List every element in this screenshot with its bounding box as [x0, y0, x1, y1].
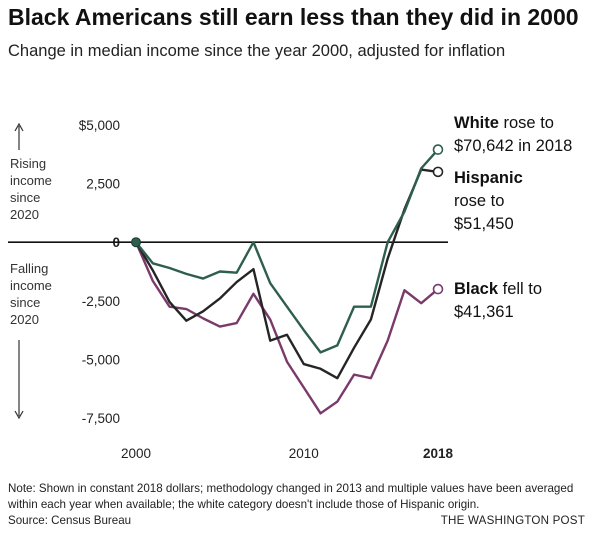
hispanic-annotation-name: Hispanic	[454, 169, 523, 187]
chart-note: Note: Shown in constant 2018 dollars; me…	[8, 482, 574, 511]
down-arrowhead-icon	[14, 410, 24, 420]
series-line-black	[134, 241, 439, 415]
black-annotation-name: Black	[454, 280, 499, 298]
x-tick-label: 2018	[423, 446, 454, 461]
white-annotation-value: $70,642 in 2018	[454, 137, 573, 155]
y-tick-label: -5,000	[82, 352, 120, 367]
y-tick-label: $5,000	[79, 118, 120, 133]
start-point-marker	[131, 237, 141, 248]
white-annotation-text: rose to	[498, 114, 554, 132]
end-point-hispanic	[432, 166, 444, 178]
publisher-credit: THE WASHINGTON POST	[440, 514, 585, 527]
white-annotation-name: White	[454, 114, 499, 132]
rising-income-label: Rising income since 2020	[10, 156, 52, 222]
up-arrowhead-icon	[14, 122, 24, 132]
y-tick-label: -2,500	[82, 294, 120, 309]
series-line-white	[135, 148, 439, 354]
falling-income-label: Falling income since 2020	[10, 261, 52, 327]
y-tick-label: -7,500	[82, 411, 120, 426]
x-tick-label: 2010	[289, 446, 319, 461]
chart-source: Source: Census Bureau	[8, 514, 132, 527]
series-line-hispanic	[134, 168, 439, 380]
black-annotation-text: fell to	[498, 280, 543, 298]
end-point-white	[432, 144, 444, 155]
white-annotation: White rose to $70,642 in 2018	[454, 112, 572, 158]
black-annotation: Black fell to $41,361	[454, 278, 542, 324]
hispanic-annotation-value: $51,450	[454, 215, 514, 233]
hispanic-annotation-text: rose to	[454, 192, 505, 210]
direction-arrows	[14, 122, 24, 420]
chart-title: Black Americans still earn less than the…	[8, 4, 579, 30]
black-annotation-value: $41,361	[454, 303, 514, 321]
series-lines	[134, 148, 439, 415]
y-tick-label: 2,500	[86, 177, 120, 192]
series-markers	[131, 144, 444, 295]
chart-subtitle: Change in median income since the year 2…	[8, 42, 506, 60]
x-tick-label: 2000	[121, 446, 151, 461]
hispanic-annotation: Hispanic rose to $51,450	[454, 167, 523, 236]
x-tick-labels: 2000 2010 2018	[121, 446, 454, 461]
end-point-black	[432, 283, 444, 295]
